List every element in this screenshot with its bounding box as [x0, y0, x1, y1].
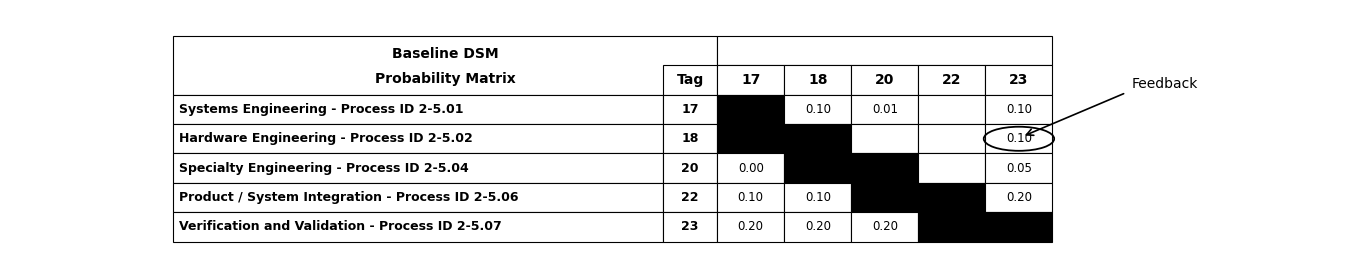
Text: Systems Engineering - Process ID 2-5.01: Systems Engineering - Process ID 2-5.01: [179, 103, 463, 116]
Bar: [663, 124, 718, 153]
Bar: [985, 183, 1052, 212]
Text: Specialty Engineering - Process ID 2-5.04: Specialty Engineering - Process ID 2-5.0…: [179, 162, 469, 175]
Bar: [173, 153, 663, 183]
Text: Hardware Engineering - Process ID 2-5.02: Hardware Engineering - Process ID 2-5.02: [179, 132, 473, 145]
Bar: [718, 65, 784, 95]
Bar: [851, 124, 919, 153]
Bar: [173, 124, 663, 153]
Text: Tag: Tag: [677, 73, 704, 87]
Bar: [985, 124, 1052, 153]
Text: Feedback: Feedback: [1132, 77, 1197, 91]
Bar: [784, 183, 851, 212]
Text: 0.10: 0.10: [738, 191, 764, 204]
Text: 0.10: 0.10: [805, 191, 830, 204]
Text: Probability Matrix: Probability Matrix: [375, 72, 515, 86]
Text: 17: 17: [741, 73, 761, 87]
Text: 17: 17: [681, 103, 699, 116]
Bar: [851, 153, 919, 183]
Bar: [663, 183, 718, 212]
Bar: [173, 183, 663, 212]
Text: Baseline DSM: Baseline DSM: [391, 47, 499, 61]
Bar: [784, 153, 851, 183]
Text: Product / System Integration - Process ID 2-5.06: Product / System Integration - Process I…: [179, 191, 519, 204]
Text: 0.20: 0.20: [1006, 191, 1031, 204]
Bar: [784, 65, 851, 95]
Text: 20: 20: [875, 73, 894, 87]
Bar: [718, 183, 784, 212]
Bar: [919, 65, 985, 95]
Bar: [784, 95, 851, 124]
Text: 18: 18: [809, 73, 828, 87]
Bar: [173, 212, 663, 241]
Bar: [173, 95, 663, 124]
Bar: [718, 36, 1052, 65]
Text: 22: 22: [942, 73, 962, 87]
Bar: [663, 95, 718, 124]
Text: 0.10: 0.10: [1006, 132, 1031, 145]
Bar: [985, 153, 1052, 183]
Text: 18: 18: [681, 132, 699, 145]
Bar: [663, 153, 718, 183]
Bar: [985, 65, 1052, 95]
Bar: [718, 95, 784, 124]
Text: 20: 20: [681, 162, 699, 175]
Bar: [919, 95, 985, 124]
Bar: [985, 95, 1052, 124]
Text: 23: 23: [1010, 73, 1029, 87]
Text: 0.20: 0.20: [872, 220, 898, 233]
Text: Verification and Validation - Process ID 2-5.07: Verification and Validation - Process ID…: [179, 220, 501, 233]
Text: 0.10: 0.10: [1006, 103, 1031, 116]
Text: 0.05: 0.05: [1006, 162, 1031, 175]
Bar: [663, 212, 718, 241]
Text: 0.00: 0.00: [738, 162, 764, 175]
Bar: [663, 65, 718, 95]
Bar: [919, 124, 985, 153]
Bar: [919, 153, 985, 183]
Text: 0.20: 0.20: [738, 220, 764, 233]
Bar: [919, 183, 985, 212]
Text: 0.01: 0.01: [872, 103, 898, 116]
Bar: [718, 212, 784, 241]
Bar: [985, 212, 1052, 241]
Bar: [851, 95, 919, 124]
Text: 23: 23: [681, 220, 699, 233]
Text: 0.20: 0.20: [805, 220, 830, 233]
Text: 22: 22: [681, 191, 699, 204]
Bar: [784, 124, 851, 153]
Bar: [173, 36, 718, 95]
Bar: [851, 183, 919, 212]
Bar: [851, 212, 919, 241]
Bar: [851, 65, 919, 95]
Bar: [718, 124, 784, 153]
Text: 0.10: 0.10: [805, 103, 830, 116]
Bar: [784, 212, 851, 241]
Bar: [718, 153, 784, 183]
Bar: [919, 212, 985, 241]
